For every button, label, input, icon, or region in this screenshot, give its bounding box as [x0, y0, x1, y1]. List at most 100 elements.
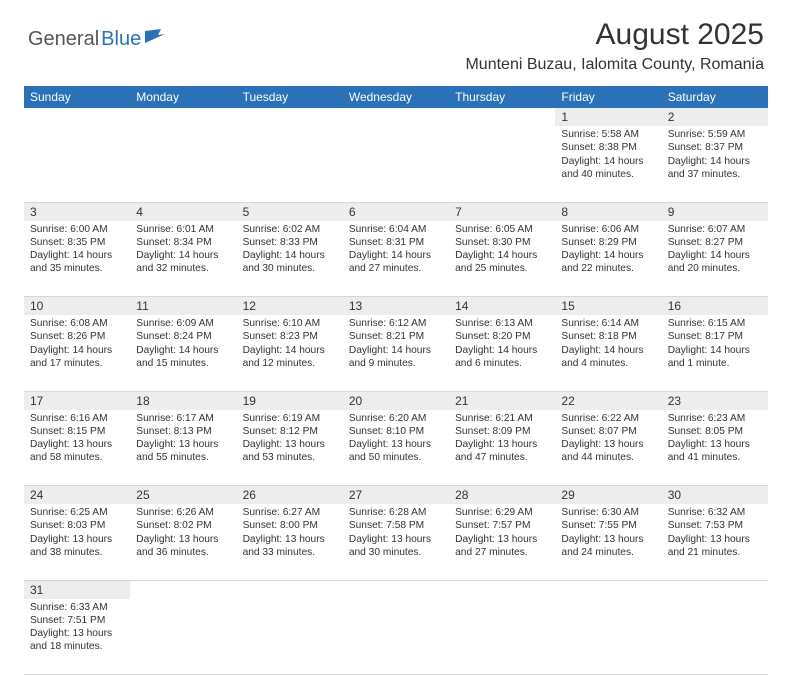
sunset-text: Sunset: 8:15 PM: [30, 425, 124, 438]
day-number: 16: [662, 297, 768, 316]
sunset-text: Sunset: 8:20 PM: [455, 330, 549, 343]
sunrise-text: Sunrise: 6:08 AM: [30, 317, 124, 330]
daylight-text: Daylight: 13 hours and 21 minutes.: [668, 533, 762, 560]
week-row: Sunrise: 5:58 AMSunset: 8:38 PMDaylight:…: [24, 126, 768, 202]
day-cell: [237, 599, 343, 675]
daylight-text: Daylight: 13 hours and 58 minutes.: [30, 438, 124, 465]
sunset-text: Sunset: 8:12 PM: [243, 425, 337, 438]
weekday-header: Tuesday: [237, 86, 343, 108]
weekday-header: Monday: [130, 86, 236, 108]
sunset-text: Sunset: 8:30 PM: [455, 236, 549, 249]
weekday-row: Sunday Monday Tuesday Wednesday Thursday…: [24, 86, 768, 108]
day-cell: [130, 126, 236, 202]
sunset-text: Sunset: 8:17 PM: [668, 330, 762, 343]
sunrise-text: Sunrise: 6:16 AM: [30, 412, 124, 425]
week-row: Sunrise: 6:08 AMSunset: 8:26 PMDaylight:…: [24, 315, 768, 391]
sunset-text: Sunset: 8:35 PM: [30, 236, 124, 249]
day-number: 9: [662, 202, 768, 221]
day-number: 27: [343, 486, 449, 505]
day-number: [449, 580, 555, 599]
day-cell: Sunrise: 6:30 AMSunset: 7:55 PMDaylight:…: [555, 504, 661, 580]
day-number: [449, 108, 555, 126]
day-number: 28: [449, 486, 555, 505]
daylight-text: Daylight: 13 hours and 44 minutes.: [561, 438, 655, 465]
daynum-row: 31: [24, 580, 768, 599]
sunset-text: Sunset: 8:07 PM: [561, 425, 655, 438]
day-cell: Sunrise: 6:12 AMSunset: 8:21 PMDaylight:…: [343, 315, 449, 391]
daylight-text: Daylight: 13 hours and 30 minutes.: [349, 533, 443, 560]
sunrise-text: Sunrise: 6:14 AM: [561, 317, 655, 330]
sunrise-text: Sunrise: 6:04 AM: [349, 223, 443, 236]
daylight-text: Daylight: 14 hours and 37 minutes.: [668, 155, 762, 182]
day-number: 23: [662, 391, 768, 410]
daylight-text: Daylight: 14 hours and 22 minutes.: [561, 249, 655, 276]
day-cell: Sunrise: 6:08 AMSunset: 8:26 PMDaylight:…: [24, 315, 130, 391]
sunset-text: Sunset: 7:58 PM: [349, 519, 443, 532]
day-number: 4: [130, 202, 236, 221]
sunset-text: Sunset: 8:34 PM: [136, 236, 230, 249]
sunset-text: Sunset: 8:13 PM: [136, 425, 230, 438]
day-cell: Sunrise: 5:59 AMSunset: 8:37 PMDaylight:…: [662, 126, 768, 202]
sunset-text: Sunset: 8:38 PM: [561, 141, 655, 154]
daylight-text: Daylight: 13 hours and 24 minutes.: [561, 533, 655, 560]
day-cell: [237, 126, 343, 202]
week-row: Sunrise: 6:33 AMSunset: 7:51 PMDaylight:…: [24, 599, 768, 675]
sunset-text: Sunset: 8:18 PM: [561, 330, 655, 343]
sunrise-text: Sunrise: 6:07 AM: [668, 223, 762, 236]
daylight-text: Daylight: 13 hours and 33 minutes.: [243, 533, 337, 560]
sunset-text: Sunset: 8:00 PM: [243, 519, 337, 532]
daylight-text: Daylight: 13 hours and 18 minutes.: [30, 627, 124, 654]
day-number: 19: [237, 391, 343, 410]
day-number: 7: [449, 202, 555, 221]
daylight-text: Daylight: 13 hours and 47 minutes.: [455, 438, 549, 465]
day-number: 25: [130, 486, 236, 505]
day-number: 14: [449, 297, 555, 316]
month-title: August 2025: [465, 18, 764, 52]
day-cell: Sunrise: 6:10 AMSunset: 8:23 PMDaylight:…: [237, 315, 343, 391]
day-cell: Sunrise: 6:02 AMSunset: 8:33 PMDaylight:…: [237, 221, 343, 297]
calendar-table: Sunday Monday Tuesday Wednesday Thursday…: [24, 86, 768, 675]
sunrise-text: Sunrise: 6:05 AM: [455, 223, 549, 236]
day-cell: [24, 126, 130, 202]
day-cell: Sunrise: 6:22 AMSunset: 8:07 PMDaylight:…: [555, 410, 661, 486]
sunrise-text: Sunrise: 6:17 AM: [136, 412, 230, 425]
sunset-text: Sunset: 8:37 PM: [668, 141, 762, 154]
day-number: 12: [237, 297, 343, 316]
daynum-row: 12: [24, 108, 768, 126]
sunrise-text: Sunrise: 6:02 AM: [243, 223, 337, 236]
sunrise-text: Sunrise: 6:01 AM: [136, 223, 230, 236]
daynum-row: 3456789: [24, 202, 768, 221]
header: GeneralBlue August 2025 Munteni Buzau, I…: [0, 0, 792, 80]
day-number: 18: [130, 391, 236, 410]
day-cell: Sunrise: 6:13 AMSunset: 8:20 PMDaylight:…: [449, 315, 555, 391]
day-cell: [555, 599, 661, 675]
day-cell: Sunrise: 6:05 AMSunset: 8:30 PMDaylight:…: [449, 221, 555, 297]
week-row: Sunrise: 6:25 AMSunset: 8:03 PMDaylight:…: [24, 504, 768, 580]
daylight-text: Daylight: 14 hours and 20 minutes.: [668, 249, 762, 276]
sunset-text: Sunset: 7:55 PM: [561, 519, 655, 532]
sunset-text: Sunset: 8:31 PM: [349, 236, 443, 249]
day-number: 29: [555, 486, 661, 505]
day-cell: Sunrise: 6:20 AMSunset: 8:10 PMDaylight:…: [343, 410, 449, 486]
sunrise-text: Sunrise: 6:25 AM: [30, 506, 124, 519]
sunset-text: Sunset: 7:51 PM: [30, 614, 124, 627]
day-cell: Sunrise: 6:19 AMSunset: 8:12 PMDaylight:…: [237, 410, 343, 486]
day-cell: Sunrise: 6:17 AMSunset: 8:13 PMDaylight:…: [130, 410, 236, 486]
weekday-header: Sunday: [24, 86, 130, 108]
day-number: 1: [555, 108, 661, 126]
day-cell: [449, 599, 555, 675]
day-number: 6: [343, 202, 449, 221]
daylight-text: Daylight: 14 hours and 15 minutes.: [136, 344, 230, 371]
sunset-text: Sunset: 8:23 PM: [243, 330, 337, 343]
sunset-text: Sunset: 8:02 PM: [136, 519, 230, 532]
sunrise-text: Sunrise: 6:22 AM: [561, 412, 655, 425]
day-cell: Sunrise: 6:26 AMSunset: 8:02 PMDaylight:…: [130, 504, 236, 580]
sunrise-text: Sunrise: 6:28 AM: [349, 506, 443, 519]
day-number: [24, 108, 130, 126]
day-number: 21: [449, 391, 555, 410]
day-number: 10: [24, 297, 130, 316]
sunrise-text: Sunrise: 6:09 AM: [136, 317, 230, 330]
day-cell: Sunrise: 5:58 AMSunset: 8:38 PMDaylight:…: [555, 126, 661, 202]
day-number: 2: [662, 108, 768, 126]
day-number: 20: [343, 391, 449, 410]
